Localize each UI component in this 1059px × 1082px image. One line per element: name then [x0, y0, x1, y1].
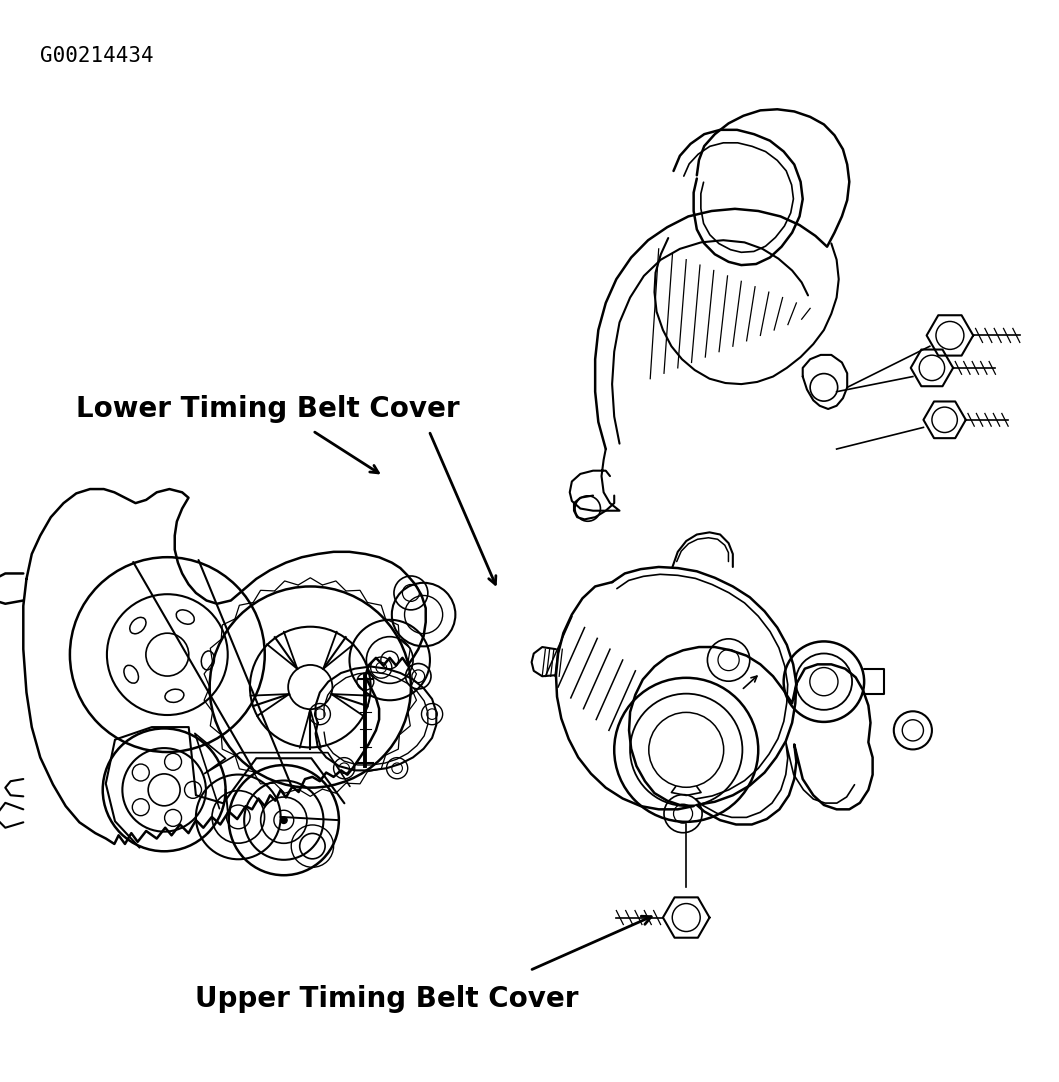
Text: G00214434: G00214434	[40, 47, 154, 66]
Circle shape	[281, 817, 287, 823]
Text: Upper Timing Belt Cover: Upper Timing Belt Cover	[195, 985, 578, 1013]
Text: Lower Timing Belt Cover: Lower Timing Belt Cover	[76, 395, 460, 423]
